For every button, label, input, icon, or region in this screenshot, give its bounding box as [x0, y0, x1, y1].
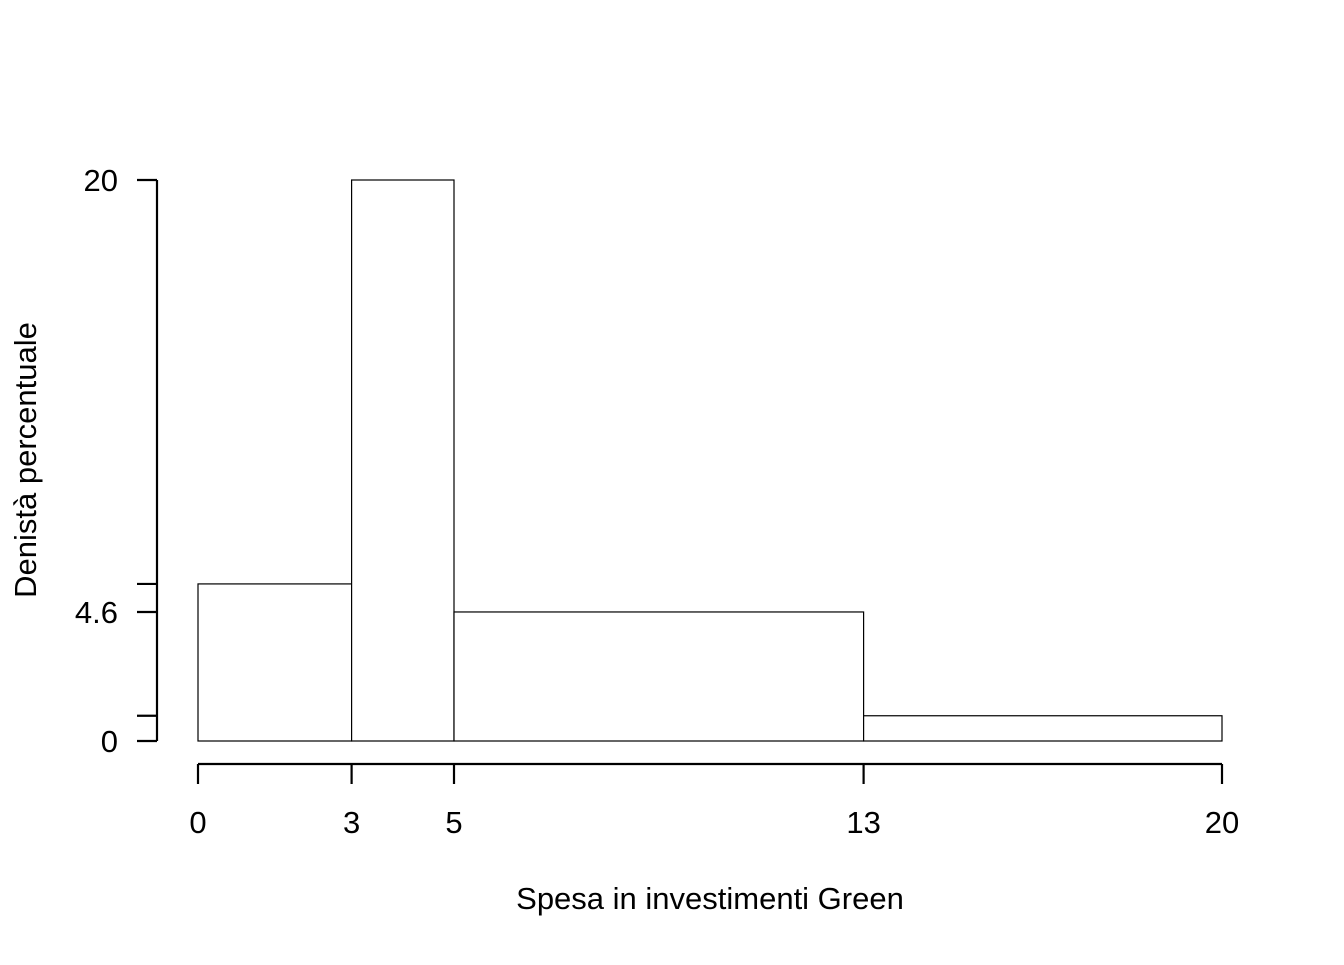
histogram-bar-3 [862, 715, 1223, 742]
histogram-bar-2 [453, 611, 865, 742]
x-tick-label-2: 5 [445, 805, 462, 840]
x-axis-title: Spesa in investimenti Green [516, 881, 904, 916]
bars-layer [197, 179, 1223, 742]
y-axis: 0 4.6 20 [75, 163, 159, 759]
x-tick-label-3: 13 [846, 805, 880, 840]
y-tick-label-2: 4.6 [75, 595, 118, 630]
x-tick-label-0: 0 [189, 805, 206, 840]
y-tick-label-0: 0 [101, 724, 118, 759]
y-axis-title: Denistà percentuale [8, 322, 43, 598]
histogram-bar-0 [197, 583, 353, 742]
y-tick-label-4: 20 [84, 163, 118, 198]
x-axis: 0 3 5 13 20 [189, 762, 1239, 840]
x-tick-label-4: 20 [1205, 805, 1239, 840]
x-tick-label-1: 3 [343, 805, 360, 840]
histogram-bar-1 [351, 179, 455, 742]
